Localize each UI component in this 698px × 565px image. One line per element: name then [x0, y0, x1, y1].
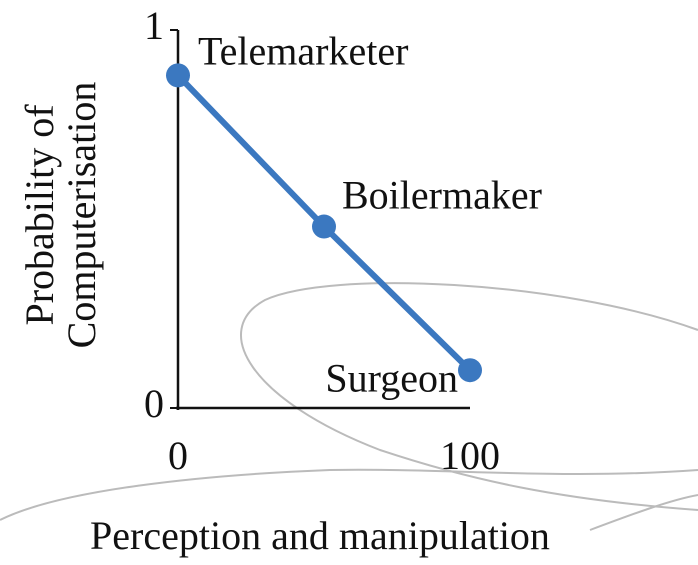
decoration-curve: [0, 468, 698, 521]
point: [458, 358, 482, 383]
point-label: Telemarketer: [198, 29, 408, 74]
decoration-curve: [240, 282, 698, 511]
point: [312, 214, 336, 239]
x-tick-label: 100: [440, 433, 500, 478]
y-tick-label: 1: [144, 3, 164, 48]
x-axis-label: Perception and manipulation: [90, 513, 550, 558]
y-axis-label: Probability of Computerisation: [17, 82, 104, 349]
point-label: Surgeon: [325, 355, 458, 400]
y-axis-label-line: Computerisation: [59, 82, 104, 349]
x-tick-label: 0: [168, 433, 188, 478]
decoration-curve: [589, 494, 698, 531]
point: [166, 63, 190, 88]
point-label: Boilermaker: [342, 173, 542, 218]
y-tick-label: 0: [144, 381, 164, 426]
y-axis-label-line: Probability of: [17, 104, 62, 326]
